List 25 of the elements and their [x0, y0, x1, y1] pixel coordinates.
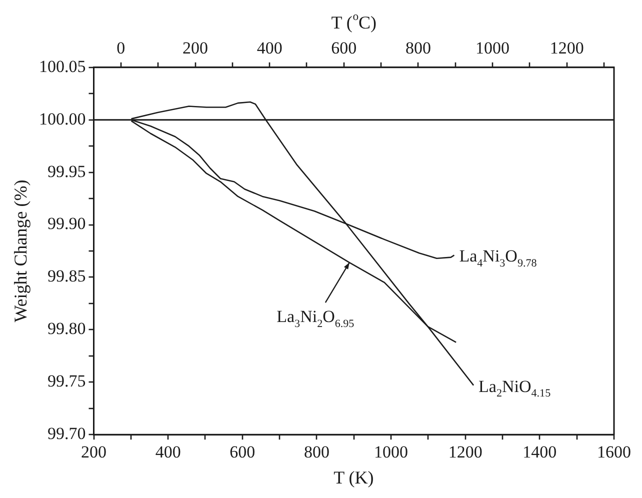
- x2-tick-label: 200: [182, 38, 208, 58]
- x2-tick-label: 1000: [476, 38, 510, 58]
- y-tick-label: 99.95: [48, 162, 86, 181]
- y-tick-label: 99.90: [48, 214, 86, 234]
- y-tick-label: 99.80: [48, 319, 86, 338]
- x-tick-label: 800: [304, 442, 330, 462]
- y-tick-label: 99.85: [48, 266, 86, 286]
- y-tick-label: 100.05: [39, 56, 86, 76]
- y-tick-label: 99.75: [48, 372, 86, 391]
- x2-tick-label: 600: [331, 38, 357, 58]
- y-tick-label: 100.00: [39, 109, 86, 128]
- x-tick-label: 600: [230, 442, 256, 462]
- x-axis-title: T (K): [334, 468, 374, 488]
- x2-tick-label: 800: [405, 38, 431, 58]
- x-tick-label: 1000: [374, 442, 408, 462]
- x-tick-label: 400: [155, 442, 181, 462]
- y-axis-title: Weight Change (%): [10, 180, 31, 322]
- x-tick-label: 1400: [522, 442, 557, 462]
- x2-tick-label: 1200: [550, 38, 584, 58]
- x2-tick-label: 400: [256, 38, 282, 58]
- x-tick-label: 1600: [597, 442, 631, 462]
- y-tick-label: 99.70: [48, 424, 86, 444]
- x-tick-label: 200: [81, 442, 106, 462]
- x-tick-label: 1200: [448, 442, 482, 462]
- x2-tick-label: 0: [116, 38, 126, 58]
